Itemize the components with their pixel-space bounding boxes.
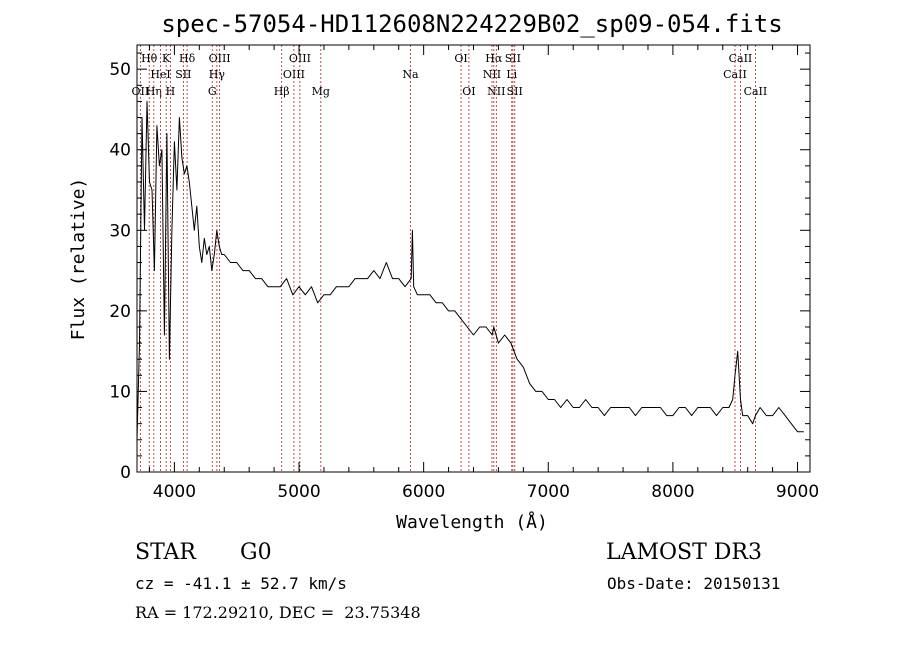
spectral-line-label: Mg xyxy=(312,85,330,98)
spectral-line-label: Hα xyxy=(485,52,503,65)
y-tick-label: 20 xyxy=(109,302,131,322)
spectral-line-label: NII xyxy=(487,85,505,98)
y-tick-label: 0 xyxy=(120,463,131,483)
spectral-line-label: Na xyxy=(402,68,419,81)
spectral-line-label: NII xyxy=(483,68,501,81)
spectral-line-label: K xyxy=(162,52,171,65)
spectral-line-label: Li xyxy=(506,68,517,81)
y-tick-label: 30 xyxy=(109,221,131,241)
coordinates: RA = 172.29210, DEC = 23.75348 xyxy=(135,603,421,622)
spectral-line-label: SII xyxy=(507,85,523,98)
object-class: STAR xyxy=(135,540,196,565)
survey-name: LAMOST DR3 xyxy=(606,540,762,565)
x-tick-label: 7000 xyxy=(527,482,570,502)
x-axis-label: Wavelength (Å) xyxy=(396,511,548,533)
spectral-line-label: Hθ xyxy=(141,52,158,65)
y-tick-label: 10 xyxy=(109,382,131,402)
spectral-lines-layer: OII Hθ Hη HeI K H SII Hδ G Hγ OIII Hβ OIII OIII Mg Na OI… xyxy=(132,45,768,472)
x-tick-label: 4000 xyxy=(153,482,196,502)
spectral-line-label: CaII xyxy=(729,52,753,65)
x-tick-label: 5000 xyxy=(277,482,320,502)
y-tick-label: 40 xyxy=(109,141,131,161)
chart-title: spec-57054-HD112608N224229B02_sp09-054.f… xyxy=(161,10,782,38)
axis-ticks-layer: 4000 5000 6000 7000 8000 9000 0 10 20 30 40 50 xyxy=(109,45,819,502)
x-tick-label: 6000 xyxy=(402,482,445,502)
spectral-line-label: CaII xyxy=(744,85,768,98)
spectral-line-label: Hδ xyxy=(179,52,196,65)
spectrum-layer xyxy=(136,100,804,440)
y-axis-label: Flux (relative) xyxy=(68,178,89,341)
spectral-line-label: Hβ xyxy=(274,85,290,98)
spectral-line-label: OII xyxy=(132,85,150,98)
spectral-line-label: OIII xyxy=(283,68,305,81)
spectrum-line xyxy=(136,100,804,440)
spectral-line-label: OI xyxy=(462,85,475,98)
redshift-info: cz = -41.1 ± 52.7 km/s xyxy=(135,574,347,593)
spectral-line-label: CaII xyxy=(723,68,747,81)
spectral-line-label: OIII xyxy=(289,52,311,65)
observation-date: Obs-Date: 20150131 xyxy=(607,574,781,593)
spectral-line-label: HeI xyxy=(150,68,170,81)
y-tick-label: 50 xyxy=(109,60,131,80)
spectral-line-label: SII xyxy=(505,52,521,65)
x-tick-label: 8000 xyxy=(651,482,694,502)
spectral-line-label: H xyxy=(166,85,176,98)
spectral-line-label: OI xyxy=(454,52,467,65)
spectral-line-label: Hγ xyxy=(209,68,226,81)
spectral-line-label: G xyxy=(208,85,217,98)
x-tick-label: 9000 xyxy=(776,482,819,502)
spectral-line-label: Hη xyxy=(146,85,162,98)
spectral-line-label: SII xyxy=(175,68,191,81)
spectral-line-label: OIII xyxy=(209,52,231,65)
object-subclass: G0 xyxy=(240,540,272,565)
